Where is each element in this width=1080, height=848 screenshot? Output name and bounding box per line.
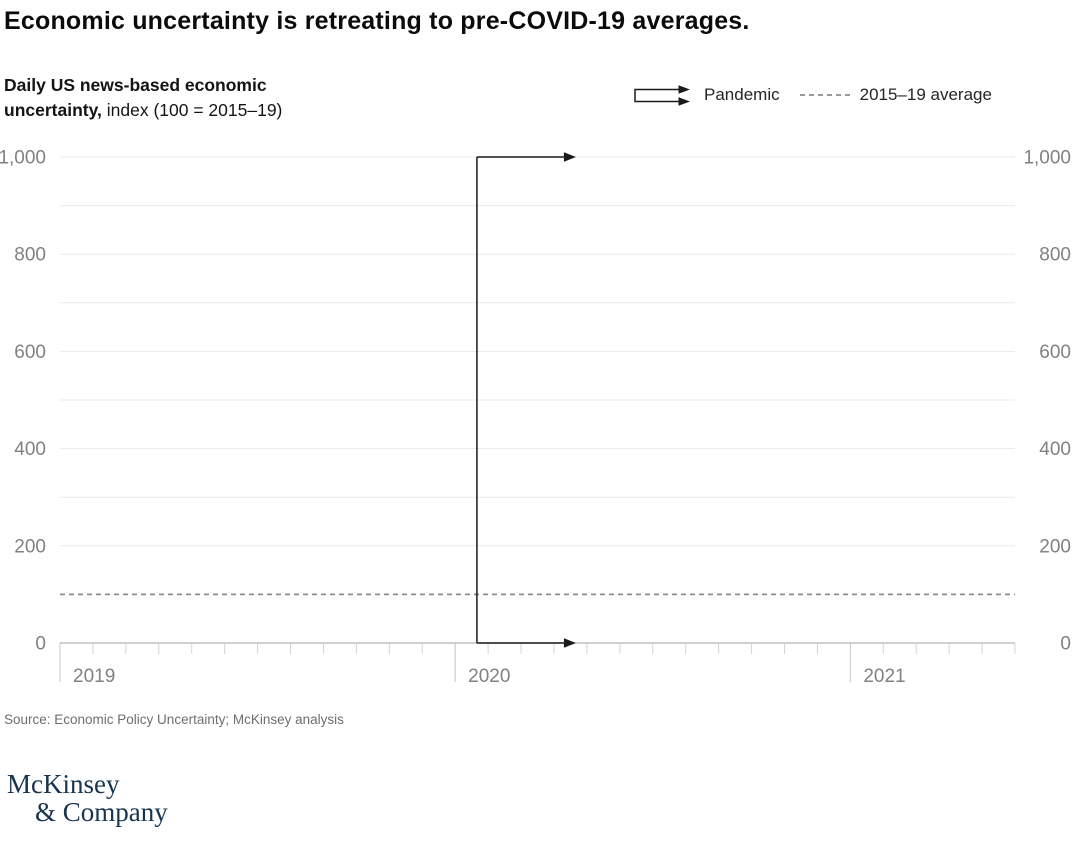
pandemic-marker-arrowhead [563,152,576,162]
y-axis-label-right: 800 [1039,245,1071,266]
pandemic-marker-arrowhead [563,638,576,648]
y-axis-label-left: 200 [14,536,46,557]
logo-line1: McKinsey [7,769,120,799]
y-axis-label-right: 400 [1039,439,1071,460]
legend-average-label: 2015–19 average [859,85,992,104]
y-axis-label-left: 800 [14,245,46,266]
source-note: Source: Economic Policy Uncertainty; McK… [4,712,344,727]
pandemic-arrow-icon [634,84,690,106]
mckinsey-logo: McKinsey & Company [7,770,168,826]
y-axis-label-right: 200 [1039,536,1071,557]
x-axis-year-label: 2021 [863,666,905,687]
uncertainty-chart-plot: 2019 2020 2021 0 0 200 200 400 400 600 600 800 800 1,… [0,148,1071,688]
chart-legend: Pandemic 2015–19 average [633,84,992,106]
y-axis-label-right: 1,000 [1023,148,1071,169]
y-axis-label-left: 0 [35,634,46,655]
x-axis-year-label: 2019 [73,666,115,687]
y-axis-label-right: 600 [1039,342,1071,363]
chart-subtitle: Daily US news-based economic uncertainty… [4,73,316,123]
dashed-line-icon [799,94,852,96]
y-axis-label-right: 0 [1060,634,1071,655]
y-axis-label-left: 400 [14,439,46,460]
y-axis-label-left: 600 [14,342,46,363]
page-title: Economic uncertainty is retreating to pr… [4,7,750,35]
logo-line2: & Company [35,797,168,827]
x-axis-year-label: 2020 [468,666,510,687]
subtitle-bold: Daily US news-based economic uncertainty… [4,75,267,120]
subtitle-unit: index (100 = 2015–19) [101,100,283,120]
y-axis-label-left: 1,000 [0,148,46,169]
legend-pandemic-label: Pandemic [704,85,780,104]
